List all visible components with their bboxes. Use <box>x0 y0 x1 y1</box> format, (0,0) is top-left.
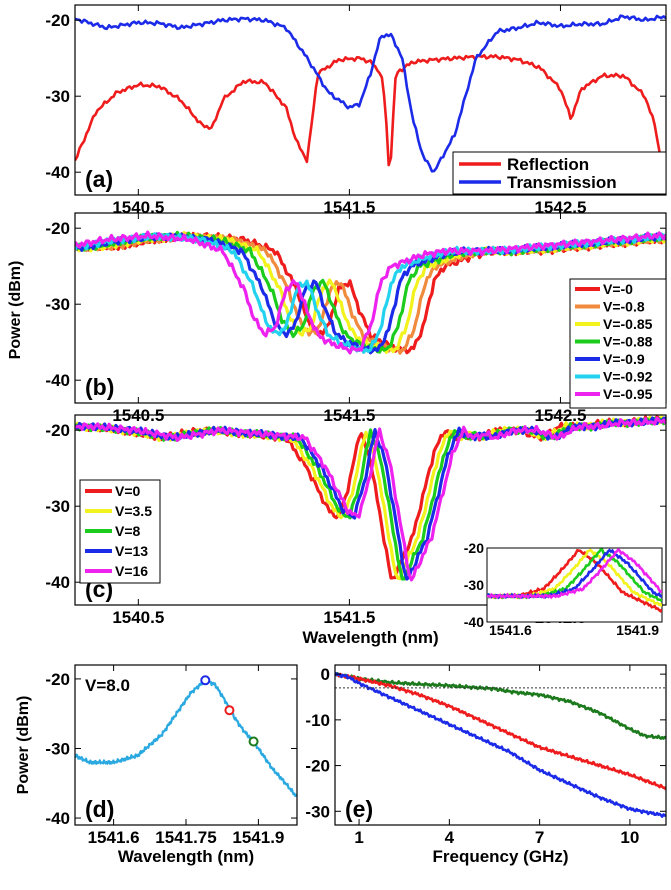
y-tick-label: -30 <box>305 802 330 821</box>
y-tick-label: -30 <box>45 295 70 314</box>
y-tick-label: -30 <box>45 87 70 106</box>
inset-frame <box>487 548 662 622</box>
x-tick-label: 7 <box>535 828 544 847</box>
legend-label: Transmission <box>507 173 617 192</box>
marker-2 <box>250 738 258 746</box>
x-tick-label: 1541.6 <box>88 828 140 847</box>
inset-y-tick-label: -30 <box>464 577 484 593</box>
x-tick-label: 10 <box>620 828 639 847</box>
y-tick-label: -20 <box>45 11 70 30</box>
plot-area-e <box>335 673 666 816</box>
y-tick-label: -20 <box>305 757 330 776</box>
panel-d: -20 -30 -40 1541.6 1541.75 1541.9 (d) V=8.0 Wave… <box>15 665 297 866</box>
panel-label-d: (d) <box>85 796 114 822</box>
x-axis-label: Frequency (GHz) <box>432 847 568 866</box>
panel-label-a: (a) <box>85 166 113 192</box>
x-tick-label: 1 <box>354 828 363 847</box>
legend-label: V=-0.88 <box>603 334 653 350</box>
x-tick-label: 4 <box>445 828 455 847</box>
legend-label: V=0 <box>115 483 141 499</box>
y-tick-label: -40 <box>45 573 70 592</box>
legend-label: V=-0.92 <box>603 369 653 385</box>
panel-e: 0 -10 -20 -30 1 4 7 10 (e) Frequency (GHz) <box>305 665 666 866</box>
annotation: V=8.0 <box>85 676 130 695</box>
y-tick-label: -40 <box>45 163 70 182</box>
series-d-0 <box>75 680 297 797</box>
series-e-2 <box>335 673 666 816</box>
y-tick-label: 0 <box>321 665 330 684</box>
panel-label-b: (b) <box>85 374 114 400</box>
panel-c: -20-30-401540.51541.51542.5(c)Wavelength… <box>45 415 666 647</box>
shared-y-axis-label: Power (dBm) <box>7 261 24 360</box>
x-axis-label: Wavelength (nm) <box>302 628 438 647</box>
inset-x-tick-label: 1541.9 <box>616 622 659 638</box>
x-tick-label: 1541.75 <box>155 828 216 847</box>
legend-label: V=-0.8 <box>603 299 645 315</box>
legend-label: V=16 <box>115 563 148 579</box>
x-tick-label: 1541.9 <box>232 828 284 847</box>
y-tick-label: -20 <box>45 670 70 689</box>
y-tick-label: -40 <box>45 371 70 390</box>
marker-1 <box>225 706 233 714</box>
y-tick-label: -20 <box>45 219 70 238</box>
x-tick-label: 1541.5 <box>323 608 375 627</box>
inset-y-tick-label: -20 <box>464 540 484 556</box>
legend-label: V=3.5 <box>115 503 152 519</box>
y-tick-label: -40 <box>45 809 70 828</box>
legend-label: V=-0.9 <box>603 351 645 367</box>
series-e-1 <box>335 674 666 790</box>
marker-0 <box>201 676 209 684</box>
y-tick-label: -20 <box>45 421 70 440</box>
inset-y-tick-label: -40 <box>464 614 484 630</box>
y-axis-label: Power (dBm) <box>15 696 32 795</box>
inset-x-tick-label: 1541.6 <box>489 622 532 638</box>
series-a-1 <box>75 16 666 172</box>
x-axis-label: Wavelength (nm) <box>118 847 254 866</box>
legend-label: V=-0.95 <box>603 386 653 402</box>
panel-label-e: (e) <box>345 796 373 822</box>
legend-label: V=-0.85 <box>603 316 653 332</box>
plot-area-d <box>75 680 297 797</box>
legend-label: Reflection <box>507 155 589 174</box>
y-tick-label: -30 <box>45 739 70 758</box>
legend-label: V=8 <box>115 523 141 539</box>
y-tick-label: -10 <box>305 711 330 730</box>
x-tick-label: 1540.5 <box>112 608 164 627</box>
legend-label: V=13 <box>115 543 148 559</box>
legend-label: V=-0 <box>603 281 633 297</box>
y-tick-label: -30 <box>45 497 70 516</box>
